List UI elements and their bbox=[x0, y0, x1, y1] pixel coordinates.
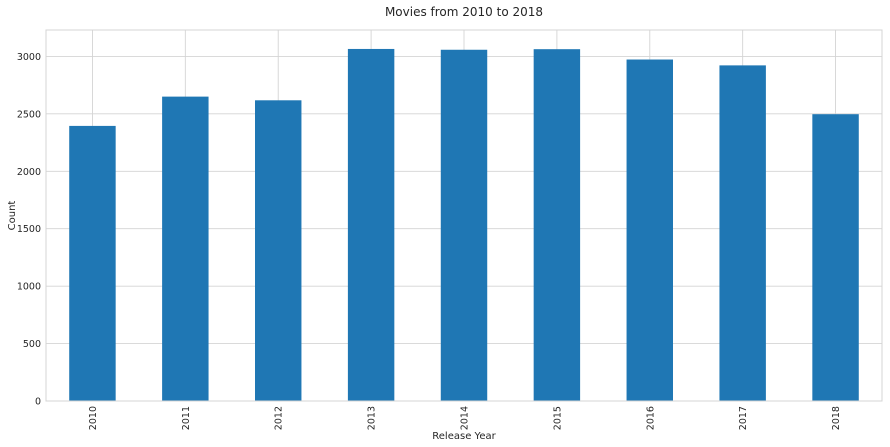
x-tick-labels: 2010 2011 2012 2013 2014 2015 2016 2017 2018 bbox=[88, 406, 842, 430]
x-axis-label: Release Year bbox=[432, 431, 496, 442]
y-tick-label: 1500 bbox=[17, 224, 41, 235]
y-tick-label: 0 bbox=[35, 397, 41, 408]
x-tick-label: 2013 bbox=[367, 406, 378, 430]
bar-2015 bbox=[533, 49, 581, 401]
y-tick-label: 500 bbox=[23, 339, 41, 350]
chart-title: Movies from 2010 to 2018 bbox=[385, 5, 543, 19]
x-tick-label: 2011 bbox=[181, 406, 192, 430]
y-axis-label: Count bbox=[7, 201, 18, 231]
bar-2011 bbox=[162, 96, 209, 401]
bar-2018 bbox=[812, 114, 859, 402]
bar-2013 bbox=[347, 48, 395, 401]
y-tick-label: 3000 bbox=[17, 52, 41, 63]
bar-2012 bbox=[255, 100, 302, 401]
x-tick-label: 2016 bbox=[645, 406, 656, 430]
y-tick-label: 2000 bbox=[17, 167, 41, 178]
x-tick-label: 2017 bbox=[738, 406, 749, 430]
y-tick-label: 1000 bbox=[17, 282, 41, 293]
y-tick-labels: 0 500 1000 1500 2000 2500 3000 bbox=[17, 52, 41, 408]
x-tick-label: 2015 bbox=[552, 406, 563, 430]
x-tick-label: 2018 bbox=[831, 406, 842, 430]
x-tick-label: 2014 bbox=[460, 406, 471, 430]
plot-frame bbox=[45, 29, 883, 402]
bar-2010 bbox=[69, 125, 116, 402]
x-tick-label: 2010 bbox=[88, 406, 99, 430]
bar-2017 bbox=[719, 65, 766, 402]
bar-series bbox=[69, 48, 859, 402]
bar-2016 bbox=[626, 59, 673, 401]
x-tick-label: 2012 bbox=[274, 406, 285, 430]
y-tick-label: 2500 bbox=[17, 109, 41, 120]
bar-2014 bbox=[440, 49, 488, 401]
